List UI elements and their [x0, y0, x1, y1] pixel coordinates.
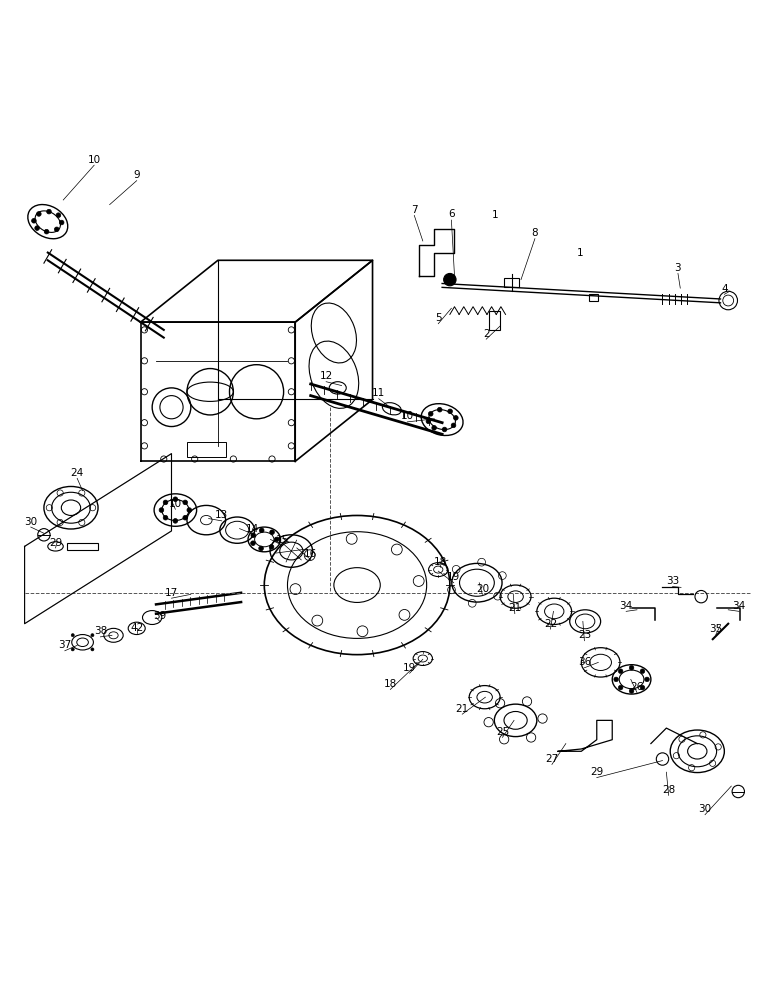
Text: 21: 21	[508, 603, 521, 613]
Bar	[589, 294, 598, 301]
Circle shape	[71, 648, 74, 651]
Bar	[67, 543, 98, 550]
Circle shape	[71, 634, 74, 637]
Text: 17: 17	[165, 588, 178, 598]
Circle shape	[32, 218, 36, 223]
Text: 25: 25	[496, 727, 509, 737]
Text: 14: 14	[246, 524, 259, 534]
Text: 5: 5	[435, 313, 442, 323]
Circle shape	[428, 411, 433, 416]
Text: 26: 26	[630, 682, 643, 692]
Circle shape	[36, 212, 41, 216]
Circle shape	[259, 528, 264, 533]
Text: 4: 4	[721, 284, 728, 294]
Circle shape	[451, 423, 456, 428]
Circle shape	[444, 273, 456, 286]
Circle shape	[275, 537, 279, 542]
Circle shape	[269, 545, 274, 549]
Text: 10: 10	[88, 155, 101, 165]
Text: 35: 35	[709, 624, 722, 634]
Text: 42: 42	[130, 623, 144, 633]
Circle shape	[251, 533, 255, 538]
Text: 18: 18	[383, 679, 397, 689]
Text: 13: 13	[215, 510, 228, 520]
Text: 10: 10	[169, 499, 182, 509]
Text: 3: 3	[674, 263, 681, 273]
Text: 19: 19	[447, 572, 460, 582]
Circle shape	[91, 634, 94, 637]
Text: 29: 29	[590, 767, 604, 777]
Text: 2: 2	[483, 329, 490, 339]
Circle shape	[183, 500, 188, 505]
Text: 29: 29	[49, 538, 62, 548]
Text: 34: 34	[733, 601, 746, 611]
Text: 1: 1	[577, 248, 583, 258]
Circle shape	[448, 409, 452, 414]
Text: 22: 22	[544, 619, 557, 629]
Text: 12: 12	[320, 371, 333, 381]
Text: 15: 15	[276, 535, 289, 545]
Circle shape	[56, 213, 61, 217]
Text: 36: 36	[578, 657, 591, 667]
Polygon shape	[25, 454, 171, 624]
Circle shape	[629, 665, 634, 670]
Text: 16: 16	[304, 549, 317, 559]
Circle shape	[251, 541, 255, 546]
Circle shape	[453, 416, 458, 420]
Circle shape	[618, 669, 623, 674]
Text: 11: 11	[372, 388, 386, 398]
Text: 10: 10	[400, 411, 414, 421]
Text: 21: 21	[456, 704, 469, 714]
Text: 1: 1	[491, 210, 498, 220]
Circle shape	[426, 419, 431, 424]
Circle shape	[44, 229, 49, 234]
Text: 7: 7	[411, 205, 417, 215]
Text: 19: 19	[403, 663, 416, 673]
Circle shape	[163, 500, 168, 505]
Circle shape	[35, 226, 40, 230]
Circle shape	[47, 209, 51, 214]
Text: 27: 27	[546, 754, 559, 764]
Text: 20: 20	[476, 584, 489, 594]
Circle shape	[618, 685, 623, 690]
Circle shape	[187, 508, 192, 512]
Circle shape	[91, 648, 94, 651]
Circle shape	[163, 515, 168, 520]
Circle shape	[431, 425, 436, 430]
Circle shape	[614, 677, 618, 682]
Text: 23: 23	[578, 630, 591, 640]
Text: 6: 6	[448, 209, 455, 219]
Circle shape	[645, 677, 650, 682]
Text: 28: 28	[662, 785, 675, 795]
Text: 33: 33	[666, 576, 679, 586]
Text: 18: 18	[434, 557, 447, 567]
Circle shape	[159, 508, 164, 512]
Circle shape	[258, 546, 263, 551]
Bar	[504, 278, 519, 287]
Circle shape	[54, 227, 59, 232]
Circle shape	[640, 669, 645, 674]
Text: 30: 30	[24, 517, 37, 527]
Circle shape	[640, 685, 645, 690]
Text: 30: 30	[698, 804, 712, 814]
Circle shape	[183, 515, 188, 520]
Text: 24: 24	[71, 468, 84, 478]
Circle shape	[442, 427, 447, 432]
Circle shape	[173, 497, 178, 502]
Circle shape	[270, 530, 275, 535]
Bar	[489, 311, 500, 330]
Text: 37: 37	[58, 640, 71, 650]
Circle shape	[438, 407, 442, 412]
Circle shape	[173, 519, 178, 523]
Text: 9: 9	[133, 170, 140, 180]
Text: 34: 34	[619, 601, 632, 611]
Bar	[187, 442, 226, 457]
Text: 8: 8	[532, 228, 539, 238]
Circle shape	[59, 220, 64, 225]
Text: 39: 39	[154, 611, 167, 621]
Text: 38: 38	[94, 626, 107, 636]
Circle shape	[629, 689, 634, 693]
